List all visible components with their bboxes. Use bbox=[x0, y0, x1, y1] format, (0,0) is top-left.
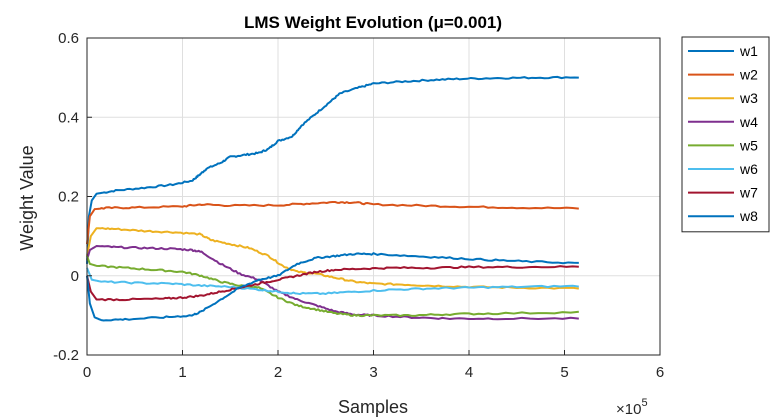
x-tick-label-4: 4 bbox=[465, 364, 473, 381]
y-axis-label: Weight Value bbox=[17, 145, 37, 250]
chart-title: LMS Weight Evolution (μ=0.001) bbox=[244, 13, 502, 32]
legend-box bbox=[681, 36, 770, 233]
y-tick-label-2: 0.2 bbox=[58, 189, 79, 206]
series-line-w3 bbox=[86, 227, 579, 290]
x-tick-label-3: 3 bbox=[369, 364, 377, 381]
y-tick-label-0: -0.2 bbox=[53, 347, 79, 364]
x-tick-label-1: 1 bbox=[178, 364, 186, 381]
x-exponent-base: ×10 bbox=[616, 401, 641, 418]
legend-label-w6: w6 bbox=[739, 161, 758, 177]
x-exponent-power: 5 bbox=[641, 397, 647, 409]
y-tick-label-4: 0.6 bbox=[58, 30, 79, 47]
x-exponent-label: ×105 bbox=[616, 397, 648, 418]
series-line-w6 bbox=[86, 267, 579, 296]
x-axis-label: Samples bbox=[338, 397, 408, 417]
series-line-w2 bbox=[86, 200, 579, 245]
axes: 0 1 2 3 4 5 6-0.200.20.40.6 bbox=[53, 30, 664, 381]
legend-label-w7: w7 bbox=[739, 185, 758, 201]
x-tick-label-2: 2 bbox=[274, 364, 282, 381]
legend-label-w3: w3 bbox=[739, 90, 758, 106]
legend-label-w2: w2 bbox=[739, 67, 758, 83]
legend-label-w1: w1 bbox=[739, 43, 758, 59]
x-tick-label-6: 6 bbox=[656, 364, 664, 381]
series-line-w1 bbox=[86, 75, 579, 264]
y-tick-label-1: 0 bbox=[71, 268, 79, 285]
plot-lines bbox=[86, 75, 579, 322]
series-line-w8 bbox=[86, 252, 579, 322]
series-line-w7 bbox=[86, 265, 579, 302]
x-tick-label-5: 5 bbox=[560, 364, 568, 381]
x-tick-label-0: 0 bbox=[83, 364, 91, 381]
legend: w1 w2 w3 w4 w5 w6 w7 w8 bbox=[681, 36, 770, 233]
legend-label-w5: w5 bbox=[739, 137, 758, 153]
y-tick-label-3: 0.4 bbox=[58, 109, 79, 126]
legend-label-w4: w4 bbox=[739, 114, 758, 130]
legend-label-w8: w8 bbox=[739, 208, 758, 224]
